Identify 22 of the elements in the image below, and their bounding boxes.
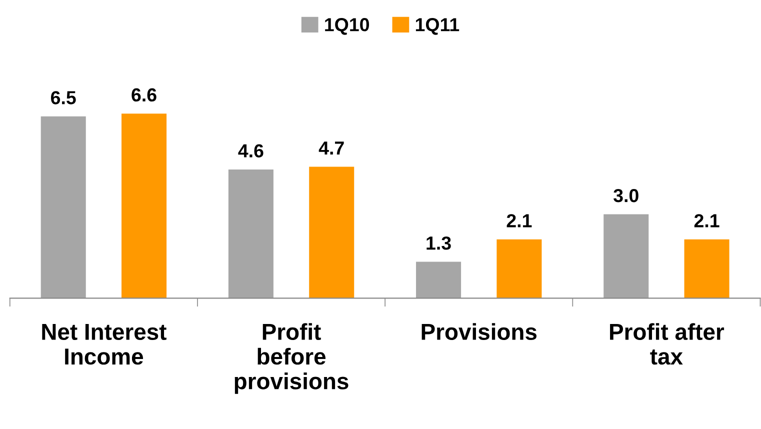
bar	[40, 116, 86, 298]
bar	[122, 114, 167, 298]
bar	[684, 239, 730, 298]
data-label: 6.5	[51, 91, 76, 104]
data-label: 1.3	[426, 236, 451, 250]
bar	[496, 239, 542, 298]
x-tick-label: Net Interest Income	[42, 324, 166, 365]
legend-label: 1Q11	[416, 18, 460, 35]
data-label: 3.0	[614, 188, 638, 202]
bar	[604, 214, 649, 298]
data-label: 4.6	[238, 144, 264, 158]
data-label: 2.1	[506, 214, 532, 228]
x-tick-label: Profit before provisions	[234, 323, 348, 394]
bar	[228, 170, 274, 298]
bar	[309, 166, 354, 298]
data-label: 2.1	[694, 214, 720, 228]
data-label: 6.6	[132, 88, 156, 102]
x-tick-label: Provisions	[422, 323, 537, 340]
legend-label: 1Q10	[325, 18, 369, 35]
data-label: 4.7	[318, 142, 344, 154]
bar	[416, 262, 462, 298]
x-tick-label: Profit after tax	[610, 323, 724, 365]
